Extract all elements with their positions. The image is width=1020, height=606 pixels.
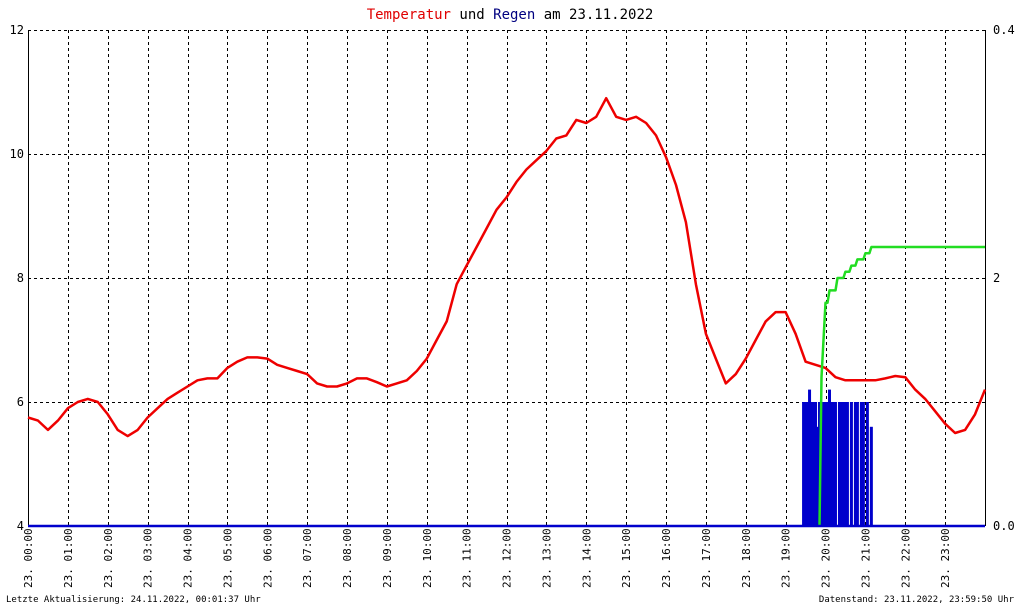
- rain-bar: [833, 402, 837, 526]
- x-tick-label: 23. 22:00: [899, 528, 912, 588]
- rain-bar: [853, 402, 857, 526]
- footer-data-status: Datenstand: 23.11.2022, 23:59:50 Uhr: [819, 595, 1015, 605]
- x-tick-label: 23. 21:00: [859, 528, 872, 588]
- title-date: am 23.11.2022: [535, 7, 653, 23]
- y-right-tick-label: 0.0: [993, 519, 1015, 533]
- y-left-tick-label: 6: [17, 395, 24, 409]
- rain-bar: [841, 402, 845, 526]
- x-tick-label: 23. 04:00: [182, 528, 195, 588]
- x-tick-label: 23. 23:00: [939, 528, 952, 588]
- footer-last-update: Letzte Aktualisierung: 24.11.2022, 00:01…: [6, 595, 261, 605]
- rain-bar: [829, 402, 833, 526]
- y-left-tick-label: 12: [10, 23, 24, 37]
- x-tick-label: 23. 11:00: [461, 528, 474, 588]
- rain-bar: [849, 402, 853, 526]
- rain-bar: [825, 402, 829, 526]
- x-tick-label: 23. 01:00: [62, 528, 75, 588]
- y-right-ticks: 0.0 2 0.4: [993, 23, 1015, 533]
- x-tick-label: 23. 10:00: [421, 528, 434, 588]
- rain-bar: [827, 389, 831, 526]
- x-tick-label: 23. 00:00: [22, 528, 35, 588]
- temperature-line: [27, 96, 987, 438]
- y-left-tick-label: 10: [10, 147, 24, 161]
- x-tick-label: 23. 16:00: [660, 528, 673, 588]
- rain-bar: [824, 402, 827, 526]
- rain-bar: [806, 402, 810, 526]
- x-tick-label: 23. 15:00: [620, 528, 633, 588]
- title-und: und: [451, 7, 493, 23]
- rain-sum-line: [818, 245, 985, 527]
- rain-bar: [845, 402, 849, 526]
- rain-bar: [808, 389, 812, 526]
- x-tick-label: 23. 13:00: [540, 528, 553, 588]
- y-left-tick-label: 8: [17, 271, 24, 285]
- rain-bar: [855, 402, 859, 526]
- x-tick-label: 23. 07:00: [301, 528, 314, 588]
- rain-bar: [865, 402, 869, 526]
- x-tick-label: 23. 14:00: [580, 528, 593, 588]
- x-tick-label: 23. 09:00: [381, 528, 394, 588]
- axes: [28, 30, 986, 526]
- y-right-tick-label: 2: [993, 271, 1000, 285]
- y-left-tick-label: 4: [17, 519, 24, 533]
- x-tick-label: 23. 17:00: [700, 528, 713, 588]
- rain-bar: [822, 402, 826, 526]
- rain-bar: [804, 402, 808, 526]
- x-tick-label: 23. 12:00: [501, 528, 514, 588]
- rain-bar: [831, 402, 835, 526]
- title-temperature: Temperatur: [367, 7, 451, 23]
- title-rain: Regen: [493, 7, 535, 23]
- rain-bar: [859, 402, 863, 526]
- rain-bar: [816, 426, 820, 526]
- rain-bar: [814, 402, 818, 526]
- y-right-tick-label: 0.4: [993, 23, 1015, 37]
- x-tick-label: 23. 03:00: [142, 528, 155, 588]
- rain-bar: [810, 402, 814, 526]
- grid: [28, 30, 985, 526]
- y-left-ticks: 4 6 8 10 12: [10, 23, 24, 533]
- x-tick-label: 23. 08:00: [341, 528, 354, 588]
- rain-bar: [802, 402, 806, 526]
- x-tick-label: 23. 20:00: [820, 528, 833, 588]
- rain-bar: [843, 402, 847, 526]
- x-ticks: 23. 00:00 23. 01:00 23. 02:00 23. 03:00 23. …: [22, 528, 952, 588]
- x-tick-label: 23. 06:00: [261, 528, 274, 588]
- x-tick-label: 23. 05:00: [221, 528, 234, 588]
- x-tick-label: 23. 18:00: [740, 528, 753, 588]
- rain-bar: [812, 402, 816, 526]
- x-tick-label: 23. 02:00: [102, 528, 115, 588]
- chart-title: Temperatur und Regen am 23.11.2022: [367, 7, 654, 23]
- rain-bar: [869, 426, 873, 526]
- x-tick-label: 23. 19:00: [780, 528, 793, 588]
- series-lines: [27, 96, 987, 528]
- rain-bar: [837, 402, 841, 526]
- rain-bar: [861, 402, 865, 526]
- rain-bar: [839, 402, 843, 526]
